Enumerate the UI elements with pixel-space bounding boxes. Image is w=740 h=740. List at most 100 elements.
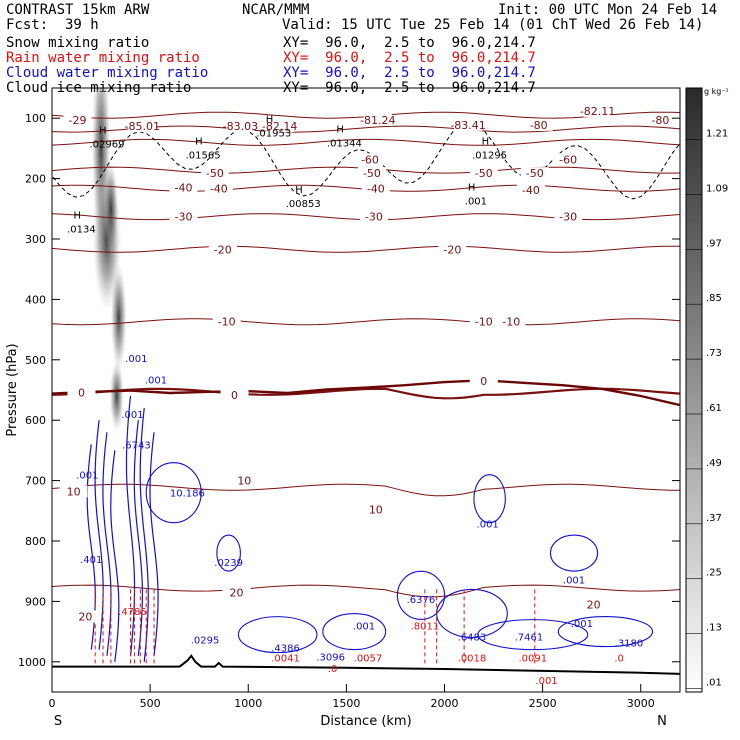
x-axis-title: Distance (km): [320, 714, 411, 729]
rain-water-extremum: .0: [328, 664, 338, 675]
cloud-water-contour: [216, 534, 241, 572]
temperature-label: -80: [651, 114, 669, 127]
cloud-water-extremum: .001: [571, 619, 593, 630]
contour-label-bg: [359, 210, 388, 223]
field-label-cloudwater: Cloud water mixing ratio: [6, 65, 209, 81]
contour-label-bg: [646, 114, 675, 127]
temperature-label: -80: [530, 119, 548, 132]
temperature-label: -30: [559, 211, 577, 224]
colorbar-tick-label: .37: [706, 513, 722, 524]
cloud-water-extremum: 10.186: [170, 489, 205, 500]
contour-label-bg: [497, 315, 526, 328]
contour-label-bg: [212, 315, 241, 328]
cloud-water-extremum: .3180: [615, 638, 644, 649]
colorbar-tick-label: .85: [706, 293, 722, 304]
cloud-ice-high-marker: H: [195, 136, 203, 147]
cloud-ice-high-marker: H: [73, 211, 81, 222]
cloud-water-contour: [110, 450, 120, 662]
x-tick-label: 2000: [431, 697, 459, 710]
contour-label-bg: [208, 243, 237, 256]
contour-label-bg: [169, 181, 198, 194]
temperature-label: -83.03: [223, 120, 258, 133]
cloud-ice-high-marker: H: [266, 115, 274, 126]
org-label: NCAR/MMM: [242, 2, 310, 18]
contour-label-bg: [438, 243, 467, 256]
rain-water-extremum: .001: [535, 676, 557, 687]
contour-label-bg: [516, 184, 545, 197]
temperature-label: -29: [69, 114, 87, 127]
y-tick-label: 400: [25, 293, 46, 306]
cloud-water-extremum: .7461: [515, 632, 544, 643]
field-xy-snow: XY= 96.0, 2.5 to 96.0,214.7: [283, 35, 536, 51]
contour-label-bg: [200, 167, 229, 180]
y-tick-label: 200: [25, 173, 46, 186]
terrain-line: [52, 654, 680, 675]
cloud-water-contour: [102, 432, 112, 656]
x-tick-label: 1500: [332, 697, 360, 710]
contour-label-bg: [554, 210, 583, 223]
field-label-snow: Snow mixing ratio: [6, 35, 150, 51]
cloud-water-contour: [473, 474, 506, 524]
rain-water-extremum: .0091: [518, 654, 547, 665]
y-tick-label: 300: [25, 233, 46, 246]
cloud-water-extremum: .001: [125, 354, 147, 365]
y-tick-label: 700: [25, 475, 46, 488]
temperature-contour: [52, 387, 680, 400]
y-tick-label: 1000: [18, 656, 46, 669]
temperature-label: -60: [559, 153, 577, 166]
contour-label-bg: [169, 210, 198, 223]
temperature-contour: [52, 483, 680, 497]
cloud-water-contour: [133, 420, 143, 656]
x-tick-label: 0: [49, 697, 56, 710]
temperature-label: -82.14: [262, 120, 297, 133]
cloud-water-extremum: .6483: [458, 632, 487, 643]
contour-label-bg: [71, 610, 100, 623]
cloud-ice-extremum: .00853: [286, 199, 321, 210]
temperature-label: 0: [480, 375, 487, 388]
contour-label-bg: [469, 315, 498, 328]
north-label: N: [657, 714, 667, 729]
temperature-label: -50: [526, 167, 544, 180]
temperature-label: -50: [475, 167, 493, 180]
cloud-water-contour: [237, 616, 318, 654]
contour-label-bg: [67, 386, 96, 399]
temperature-label: 10: [67, 485, 81, 498]
temperature-label: 0: [78, 386, 85, 399]
colorbar-tick-label: .01: [706, 678, 722, 689]
cloud-water-contour: [549, 534, 599, 572]
temperature-label: -83.41: [450, 119, 485, 132]
y-tick-label: 500: [25, 354, 46, 367]
temperature-label: 20: [229, 586, 243, 599]
temperature-label: 0: [231, 389, 238, 402]
temperature-label: -30: [365, 211, 383, 224]
temperature-label: -40: [367, 182, 385, 195]
y-axis-title: Pressure (hPa): [5, 343, 20, 436]
colorbar-tick-label: 1.09: [706, 183, 728, 194]
plot-frame: [51, 87, 681, 693]
contour-label-bg: [63, 114, 92, 127]
contour-label-bg: [583, 104, 612, 117]
temperature-contour: [52, 318, 680, 326]
cloud-water-extremum: .0295: [191, 635, 220, 646]
temperature-label: 10: [237, 475, 251, 488]
cloud-water-extremum: .001: [477, 519, 499, 530]
temperature-contour: [52, 138, 680, 146]
temperature-label: 10: [369, 504, 383, 517]
rain-water-extremum: .4785: [118, 607, 147, 618]
field-label-rain: Rain water mixing ratio: [6, 50, 200, 66]
cloud-water-extremum: .3096: [316, 652, 345, 663]
x-tick-label: 500: [140, 697, 161, 710]
cloud-ice-extremum: .0134: [67, 225, 96, 236]
cloud-ice-contour: [52, 120, 680, 200]
cloud-ice-extremum: .01344: [327, 138, 362, 149]
cloud-water-extremum: .001: [121, 410, 143, 421]
contour-label-bg: [579, 598, 608, 611]
contour-label-bg: [222, 586, 251, 599]
temperature-label: -50: [363, 167, 381, 180]
contour-label-bg: [355, 153, 384, 166]
y-tick-label: 600: [25, 414, 46, 427]
south-label: S: [54, 714, 62, 729]
cloud-ice-extremum: .02969: [89, 140, 124, 151]
colorbar-tick-label: .25: [706, 568, 722, 579]
